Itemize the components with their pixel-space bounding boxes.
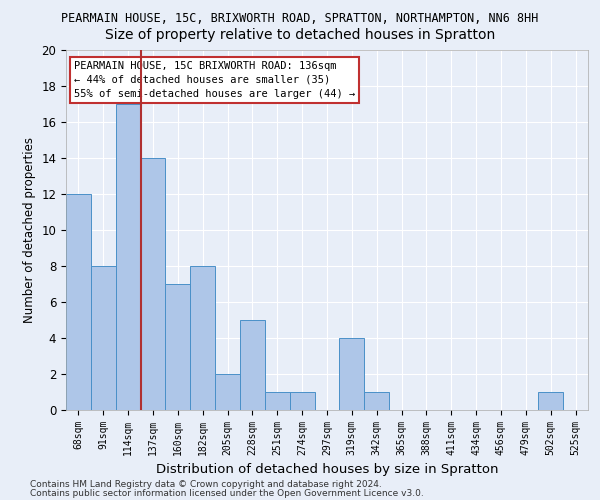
Bar xyxy=(91,266,116,410)
Text: Contains public sector information licensed under the Open Government Licence v3: Contains public sector information licen… xyxy=(30,488,424,498)
Bar xyxy=(116,104,140,410)
Bar xyxy=(215,374,240,410)
Text: Size of property relative to detached houses in Spratton: Size of property relative to detached ho… xyxy=(105,28,495,42)
Bar xyxy=(166,284,190,410)
Bar xyxy=(66,194,91,410)
Y-axis label: Number of detached properties: Number of detached properties xyxy=(23,137,36,323)
Bar xyxy=(538,392,563,410)
Bar xyxy=(290,392,314,410)
Text: PEARMAIN HOUSE, 15C BRIXWORTH ROAD: 136sqm
← 44% of detached houses are smaller : PEARMAIN HOUSE, 15C BRIXWORTH ROAD: 136s… xyxy=(74,61,355,99)
Bar xyxy=(340,338,364,410)
Bar xyxy=(364,392,389,410)
Bar xyxy=(140,158,166,410)
Text: PEARMAIN HOUSE, 15C, BRIXWORTH ROAD, SPRATTON, NORTHAMPTON, NN6 8HH: PEARMAIN HOUSE, 15C, BRIXWORTH ROAD, SPR… xyxy=(61,12,539,26)
Bar xyxy=(240,320,265,410)
X-axis label: Distribution of detached houses by size in Spratton: Distribution of detached houses by size … xyxy=(156,464,498,476)
Text: Contains HM Land Registry data © Crown copyright and database right 2024.: Contains HM Land Registry data © Crown c… xyxy=(30,480,382,489)
Bar xyxy=(265,392,290,410)
Bar xyxy=(190,266,215,410)
